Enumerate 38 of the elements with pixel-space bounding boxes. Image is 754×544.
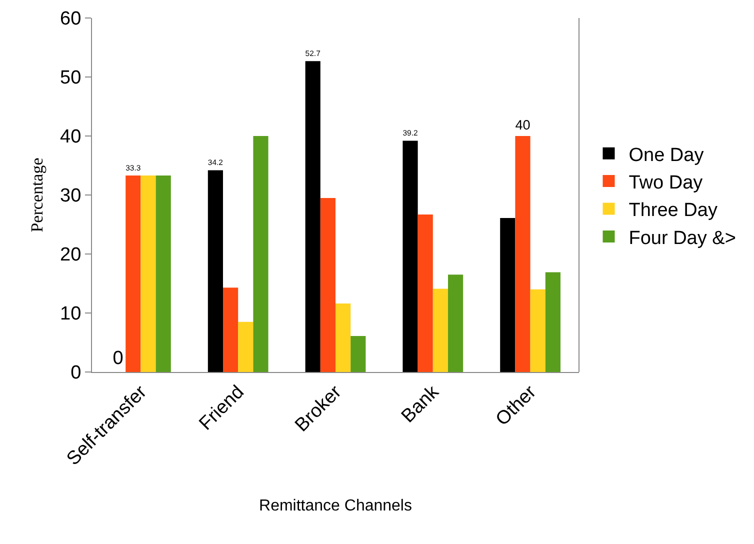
bar [126, 176, 141, 372]
y-tick-label: 0 [70, 362, 82, 384]
data-label: 33.3 [126, 163, 141, 172]
y-tick-label: 50 [60, 68, 82, 89]
bar [432, 288, 448, 372]
y-tick-label: 10 [60, 304, 82, 325]
data-label: 39.2 [402, 128, 418, 138]
bar [545, 272, 560, 372]
legend-label: Four Day &> [628, 228, 736, 249]
bar [223, 288, 238, 372]
y-tick-label: 20 [60, 244, 82, 266]
data-label: 0 [112, 348, 124, 369]
bar [530, 289, 546, 372]
legend-label: Two Day [628, 172, 704, 194]
bar [515, 136, 530, 372]
bar [140, 176, 156, 372]
data-label: 34.2 [208, 158, 223, 168]
bar [305, 61, 320, 372]
data-label: 52.7 [305, 49, 320, 58]
bar [500, 218, 516, 372]
bar [156, 176, 171, 372]
legend-label: Three Day [628, 200, 718, 222]
bar [320, 198, 336, 372]
x-axis-title: Remittance Channels [259, 497, 412, 514]
y-axis-title: Percentage [28, 158, 47, 232]
bar [448, 274, 464, 372]
bar [402, 140, 418, 372]
legend-label: One Day [628, 144, 704, 166]
bar [208, 170, 223, 372]
bar [336, 304, 351, 372]
y-tick-label: 60 [60, 8, 82, 30]
bar [238, 322, 254, 372]
bar [253, 136, 268, 372]
data-label: 40 [515, 117, 531, 132]
bar [418, 214, 433, 372]
bar [350, 336, 366, 372]
y-tick-label: 30 [60, 186, 82, 207]
y-tick-label: 40 [60, 126, 82, 148]
